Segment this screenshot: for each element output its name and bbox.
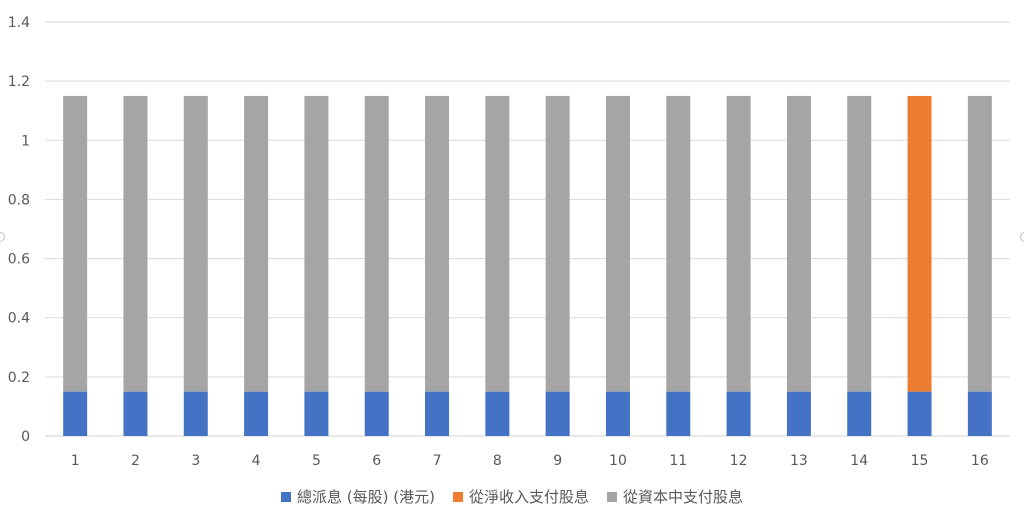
legend: 總派息 (每股) (港元) 從淨收入支付股息 從資本中支付股息 [0,486,1024,507]
y-tick-label: 1.2 [8,74,30,90]
bar-segment-series-2-cat-7 [425,95,450,392]
bars [63,95,992,436]
bar-segment-series-2-cat-13 [786,95,811,392]
bar-segment-series-2-cat-2 [123,95,148,392]
x-tick-label: 14 [850,453,868,469]
x-tick-label: 13 [790,453,808,469]
bar-segment-series-2-cat-9 [545,95,570,392]
bar-segment-series-0-cat-2 [123,391,148,436]
legend-label-net-income: 從淨收入支付股息 [468,488,589,506]
bar-segment-series-0-cat-10 [605,391,630,436]
bar-segment-series-0-cat-6 [364,391,389,436]
bar-segment-series-2-cat-11 [666,95,691,392]
bar-segment-series-2-cat-12 [726,95,751,392]
bar-segment-series-0-cat-13 [786,391,811,436]
y-tick-label: 0.8 [8,192,30,208]
x-tick-label: 5 [312,453,321,469]
bar-segment-series-2-cat-6 [364,95,389,392]
legend-label-capital: 從資本中支付股息 [622,488,743,506]
y-tick-label: 0.6 [8,252,30,268]
bar-segment-series-2-cat-14 [847,95,872,392]
chart-edge-handle-right[interactable] [1020,232,1024,242]
x-tick-label: 8 [493,453,502,469]
x-tick-label: 1 [71,453,80,469]
bar-segment-series-0-cat-14 [847,391,872,436]
bar-segment-series-0-cat-15 [907,391,932,436]
bar-segment-series-2-cat-3 [183,95,208,392]
x-tick-label: 2 [131,453,140,469]
x-tick-label: 10 [609,453,627,469]
bar-segment-series-2-cat-1 [63,95,88,392]
bar-segment-series-0-cat-11 [666,391,691,436]
legend-label-total-dividend: 總派息 (每股) (港元) [297,488,435,506]
x-axis-ticks: 1 2 3 4 5 6 7 8 9 10 11 12 13 14 15 16 [71,453,989,469]
legend-swatch-total-dividend [281,491,291,502]
bar-segment-series-0-cat-9 [545,391,570,436]
bar-segment-series-0-cat-4 [244,391,269,436]
x-tick-label: 11 [669,453,687,469]
x-tick-label: 6 [372,453,381,469]
bar-segment-series-2-cat-16 [967,95,992,392]
y-tick-label: 1.4 [8,15,30,31]
bar-segment-series-1-cat-15 [907,95,932,392]
x-tick-label: 15 [911,453,929,469]
y-tick-label: 0.4 [8,311,30,327]
x-tick-label: 4 [252,453,261,469]
legend-item-capital: 從資本中支付股息 [606,486,743,507]
legend-item-net-income: 從淨收入支付股息 [452,486,589,507]
y-tick-label: 0 [21,429,30,445]
x-tick-label: 3 [191,453,200,469]
bar-segment-series-2-cat-4 [244,95,269,392]
bar-segment-series-0-cat-16 [967,391,992,436]
legend-item-total-dividend: 總派息 (每股) (港元) [281,486,435,507]
y-tick-label: 1 [21,133,30,149]
legend-swatch-capital [606,491,617,502]
bar-segment-series-2-cat-8 [485,95,510,392]
y-tick-label: 0.2 [8,370,30,386]
bar-segment-series-0-cat-3 [183,391,208,436]
bar-segment-series-0-cat-8 [485,391,510,436]
x-tick-label: 16 [971,453,989,469]
bar-segment-series-2-cat-10 [605,95,630,392]
legend-swatch-net-income [452,491,463,502]
bar-segment-series-0-cat-12 [726,391,751,436]
bar-segment-series-0-cat-1 [63,391,88,436]
x-tick-label: 9 [553,453,562,469]
bar-segment-series-0-cat-7 [425,391,450,436]
bar-segment-series-2-cat-5 [304,95,329,392]
x-tick-label: 7 [433,453,442,469]
y-axis-ticks: 0 0.2 0.4 0.6 0.8 1 1.2 1.4 [8,15,30,445]
bar-segment-series-0-cat-5 [304,391,329,436]
x-tick-label: 12 [730,453,748,469]
